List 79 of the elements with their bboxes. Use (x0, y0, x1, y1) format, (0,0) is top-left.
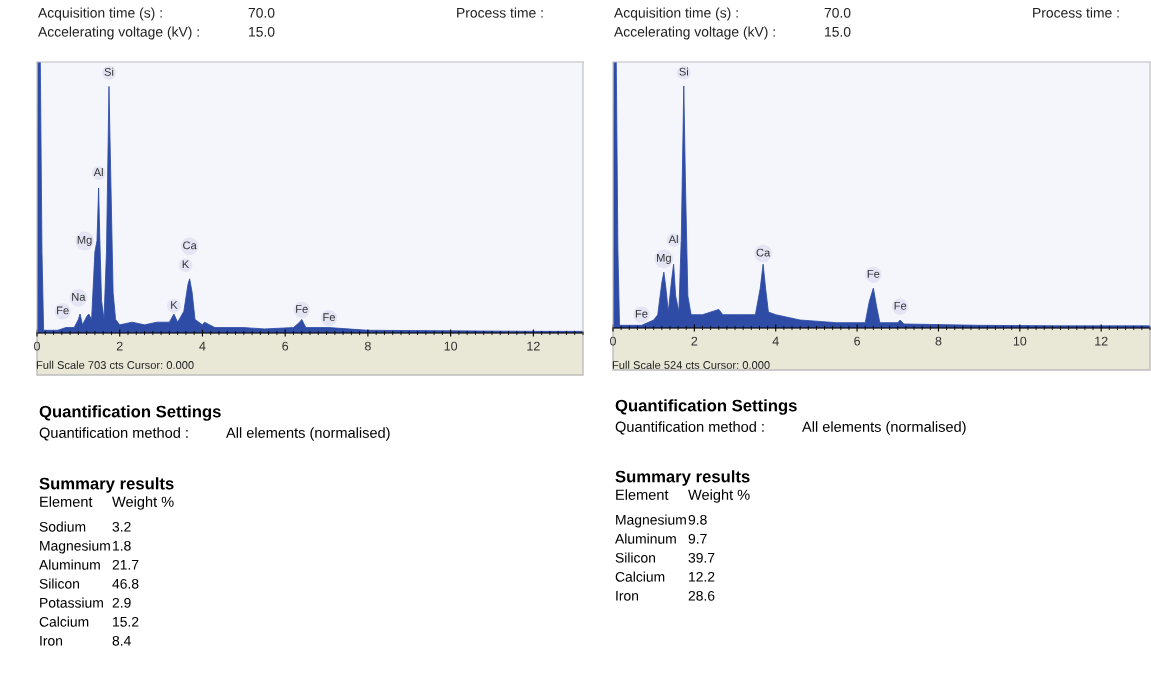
text: 1.8 (113, 540, 131, 551)
x-tick-label: 4 (772, 336, 779, 346)
text: Magnesium (616, 514, 686, 528)
text: Calcium (39, 616, 89, 627)
text: Quantification Settings (39, 405, 221, 421)
x-tick-label: 4 (199, 341, 206, 351)
text: Quantification method : (615, 421, 764, 435)
annotation: Fe (894, 301, 907, 310)
annotation: Al (93, 167, 103, 176)
text: Aluminum (39, 559, 100, 570)
x-tick-label: 8 (364, 341, 371, 351)
x-tick-label: 0 (34, 341, 40, 351)
text: 70.0 (824, 7, 851, 18)
text: All elements (normalised) (226, 427, 390, 441)
annotation: K (171, 301, 178, 309)
x-tick-label: 6 (282, 341, 289, 351)
text: 3.2 (112, 521, 131, 532)
text: Weight % (112, 496, 174, 510)
text: Full Scale 524 cts Cursor: 0.000 (612, 360, 770, 369)
text: Silicon (615, 552, 656, 563)
annotation: Mg (77, 236, 92, 247)
text: Sodium (39, 521, 86, 532)
annotation: Mg (657, 254, 671, 265)
text: 28.6 (688, 590, 715, 601)
text: Magnesium (40, 540, 110, 554)
annotation: Fe (296, 305, 308, 313)
text: 12.2 (689, 571, 715, 582)
text: 21.7 (112, 559, 139, 570)
annotation: Fe (323, 313, 336, 322)
annotation: K (182, 260, 190, 269)
text: Iron (40, 636, 63, 646)
text: Summary results (615, 470, 750, 486)
text: Full Scale 703 cts Cursor: 0.000 (36, 360, 194, 369)
text: Element (616, 489, 669, 500)
x-tick-label: 6 (854, 336, 861, 346)
annotation: Al (668, 235, 678, 244)
annotation: Fe (57, 306, 69, 315)
text: Calcium (615, 571, 665, 582)
text: Summary results (39, 477, 174, 493)
text: 15.0 (249, 26, 275, 37)
text: 46.8 (112, 578, 139, 589)
x-tick-label: 2 (116, 341, 123, 351)
x-tick-label: 8 (935, 336, 942, 346)
annotation: Ca (756, 248, 771, 257)
text: 9.7 (688, 533, 707, 544)
text: 9.8 (688, 514, 707, 525)
annotation: Fe (867, 270, 880, 278)
text: Weight % (688, 489, 750, 503)
annotation: Fe (635, 309, 648, 318)
x-tick-label: 12 (527, 341, 540, 351)
x-tick-label: 2 (691, 336, 698, 346)
text: Aluminum (615, 533, 676, 544)
text: Accelerating voltage (kV) : (614, 26, 775, 40)
annotation: Na (72, 293, 86, 301)
text: Accelerating voltage (kV) : (38, 26, 199, 40)
text: 15.2 (113, 616, 139, 627)
text: 15.0 (825, 26, 851, 37)
text: Process time : (457, 7, 543, 18)
text: Acquisition time (s) : (38, 7, 162, 21)
text: All elements (normalised) (802, 421, 966, 435)
text: Element (40, 496, 93, 507)
annotation: Si (104, 67, 114, 76)
text: Potassium (40, 597, 103, 608)
annotation: Si (679, 67, 688, 76)
text: Iron (616, 591, 639, 601)
annotation: Ca (183, 241, 197, 250)
x-tick-label: 10 (1013, 336, 1027, 346)
text: 70.0 (248, 7, 275, 18)
x-tick-label: 12 (1095, 336, 1108, 346)
text: 2.9 (112, 597, 131, 608)
text: Process time : (1033, 7, 1119, 18)
x-tick-label: 0 (610, 336, 616, 346)
x-tick-label: 10 (444, 341, 458, 351)
text: Quantification Settings (615, 399, 797, 415)
text: 8.4 (112, 635, 131, 646)
text: Acquisition time (s) : (614, 7, 738, 21)
text: Silicon (39, 578, 80, 589)
text: 39.7 (688, 552, 715, 563)
text: Quantification method : (39, 427, 188, 441)
